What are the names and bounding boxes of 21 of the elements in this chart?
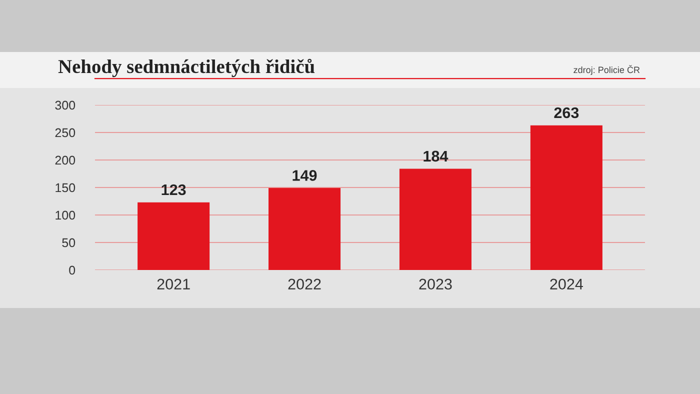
y-tick-label: 300 [55,100,76,110]
x-tick-label: 2024 [550,278,583,290]
y-tick-label: 200 [55,156,76,165]
data-label: 123 [162,184,186,196]
data-label: 263 [554,107,579,118]
y-tick-label: 100 [56,210,76,220]
bar [138,202,210,270]
y-tick-label: 50 [62,238,76,248]
text: zdroj: Policie ČR [574,65,640,75]
bar [530,125,602,270]
data-label: 149 [292,170,317,181]
y-tick-label: 250 [55,128,76,138]
x-tick-label: 2023 [419,278,452,290]
y-tick-label: 150 [56,183,76,192]
x-tick-label: 2022 [288,278,321,290]
chart-title: Nehody sedmnáctiletých řidičů [58,58,315,78]
bar [268,188,341,270]
data-label: 184 [424,150,448,162]
bar [399,168,472,270]
y-tick-label: 0 [69,266,76,275]
x-tick-label: 2021 [157,278,190,290]
